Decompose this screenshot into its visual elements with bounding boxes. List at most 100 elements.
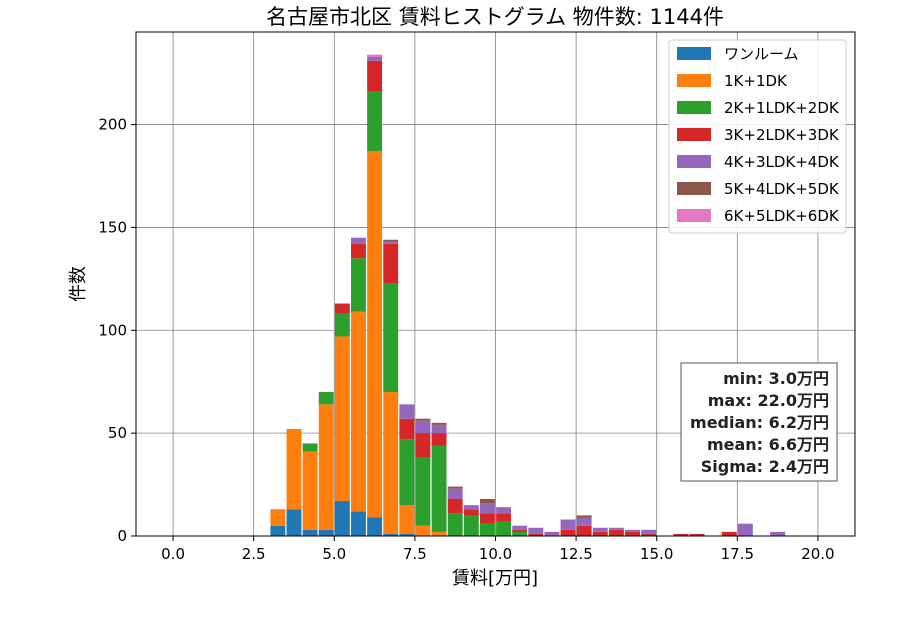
- bar-segment-s4-bin14: [496, 507, 512, 514]
- bar-segment-s0-bin5: [351, 511, 366, 536]
- bar-segment-s1-bin4: [334, 336, 350, 502]
- bar-segment-s3-bin26: [689, 533, 705, 536]
- stat-line: mean: 6.6万円: [707, 435, 829, 454]
- bar-segment-s5-bin7: [383, 239, 399, 242]
- bar-segment-s2-bin10: [431, 445, 447, 532]
- chart-title: 名古屋市北区 賃料ヒストグラム 物件数: 1144件: [266, 5, 724, 29]
- bar-segment-s3-bin25: [673, 533, 689, 536]
- bar-segment-s3-bin13: [479, 513, 495, 524]
- bar-segment-s4-bin5: [351, 237, 366, 244]
- legend-label: 3K+2LDK+3DK: [724, 126, 840, 144]
- legend: ワンルーム 1K+1DK 2K+1LDK+2DK 3K+2LDK+3DK 4K+3LDK…: [668, 39, 847, 234]
- bar-segment-s3-bin4: [334, 303, 350, 314]
- legend-swatch: [677, 47, 711, 60]
- bar-segment-s2-bin8: [399, 439, 415, 506]
- bar-segment-s5-bin10: [431, 422, 447, 425]
- y-tick-label: 150: [98, 218, 127, 236]
- bar-segment-s1-bin7: [383, 392, 399, 534]
- stats-frame: [680, 362, 838, 482]
- bar-segment-s1-bin10: [431, 531, 447, 536]
- x-tick-label: 2.5: [242, 545, 266, 563]
- bar-segment-s0-bin1: [286, 509, 302, 536]
- bar-segment-s2-bin4: [334, 313, 350, 337]
- stats-box: min: 3.0万円 max: 22.0万円 median: 6.2万円 mean: …: [680, 362, 838, 482]
- bar-segment-s1-bin5: [351, 311, 366, 512]
- bar-segment-s2-bin7: [383, 282, 399, 392]
- legend-label: 5K+4LDK+5DK: [724, 180, 840, 198]
- bar-segment-s4-bin31: [770, 531, 786, 536]
- bar-segment-s1-bin1: [286, 429, 302, 510]
- bar-segment-s4-bin11: [447, 488, 463, 499]
- bar-segment-s4-bin9: [415, 420, 431, 434]
- legend-swatch: [677, 209, 711, 222]
- bar-segment-s4-bin16: [528, 527, 544, 534]
- legend-swatch: [677, 155, 711, 168]
- bars-layer: [270, 54, 786, 536]
- bar-segment-s2-bin15: [512, 531, 528, 536]
- legend-swatch: [677, 101, 711, 114]
- bar-segment-s3-bin5: [351, 243, 366, 259]
- y-tick-label: 50: [108, 424, 127, 442]
- bar-segment-s5-bin9: [415, 418, 431, 421]
- y-tick-label: 200: [98, 116, 127, 134]
- stat-line: max: 22.0万円: [708, 391, 829, 410]
- bar-segment-s2-bin12: [463, 515, 479, 536]
- bar-segment-s3-bin23: [641, 533, 657, 536]
- bar-segment-s5-bin19: [576, 515, 592, 518]
- bar-segment-s4-bin29: [737, 523, 753, 536]
- x-tick-label: 17.5: [721, 545, 754, 563]
- bar-segment-s3-bin12: [463, 509, 479, 516]
- legend-label: 4K+3LDK+4DK: [724, 153, 840, 171]
- bar-segment-s2-bin9: [415, 457, 431, 526]
- bar-segment-s2-bin13: [479, 523, 495, 536]
- x-axis-label: 賃料[万円]: [452, 568, 538, 589]
- legend-swatch: [677, 182, 711, 195]
- bar-segment-s4-bin23: [641, 529, 657, 534]
- x-axis-ticks: 0.0 2.5 5.0 7.5 10.0 12.5 15.0 17.5 20.0: [161, 536, 835, 563]
- bar-segment-s2-bin14: [496, 521, 512, 536]
- legend-box: [668, 39, 847, 234]
- stat-line: Sigma: 2.4万円: [701, 457, 829, 476]
- bar-segment-s3-bin18: [560, 529, 576, 536]
- legend-swatch: [677, 74, 711, 87]
- bar-segment-s6-bin6: [367, 54, 383, 57]
- legend-label: 6K+5LDK+6DK: [724, 207, 840, 225]
- bar-segment-s3-bin28: [721, 531, 737, 536]
- bar-segment-s3-bin7: [383, 243, 399, 283]
- stat-line: median: 6.2万円: [690, 413, 829, 432]
- bar-segment-s4-bin12: [463, 505, 479, 510]
- x-tick-label: 20.0: [801, 545, 834, 563]
- bar-segment-s5-bin13: [479, 498, 495, 504]
- bar-segment-s3-bin20: [592, 531, 608, 536]
- bar-segment-s3-bin15: [512, 529, 528, 532]
- bar-segment-s3-bin8: [399, 418, 415, 440]
- bar-segment-s1-bin6: [367, 151, 383, 518]
- x-tick-label: 0.0: [161, 545, 185, 563]
- bar-segment-s4-bin10: [431, 424, 447, 434]
- bar-segment-s3-bin6: [367, 60, 383, 92]
- legend-label: ワンルーム: [724, 45, 799, 63]
- bar-segment-s4-bin19: [576, 517, 592, 526]
- bar-segment-s2-bin11: [447, 513, 463, 536]
- bar-segment-s4-bin21: [608, 527, 624, 530]
- bar-segment-s4-bin17: [544, 531, 560, 536]
- bar-segment-s0-bin0: [270, 525, 286, 536]
- bar-segment-s3-bin9: [415, 433, 431, 458]
- bar-segment-s3-bin22: [625, 531, 640, 536]
- bar-segment-s4-bin15: [512, 525, 528, 530]
- bar-segment-s0-bin4: [334, 501, 350, 536]
- bar-segment-s3-bin10: [431, 433, 447, 446]
- bar-segment-s4-bin18: [560, 519, 576, 530]
- bar-segment-s1-bin2: [302, 451, 318, 530]
- legend-label: 2K+1LDK+2DK: [724, 99, 840, 117]
- bar-segment-s3-bin19: [576, 525, 592, 536]
- y-axis-ticks: 0 50 100 150 200: [98, 116, 136, 545]
- legend-swatch: [677, 128, 711, 141]
- bar-segment-s2-bin2: [302, 443, 318, 452]
- stat-line: min: 3.0万円: [723, 369, 829, 388]
- bar-segment-s0-bin7: [383, 533, 399, 536]
- bar-segment-s3-bin16: [528, 533, 544, 536]
- bar-segment-s0-bin2: [302, 529, 318, 536]
- x-tick-label: 7.5: [403, 545, 427, 563]
